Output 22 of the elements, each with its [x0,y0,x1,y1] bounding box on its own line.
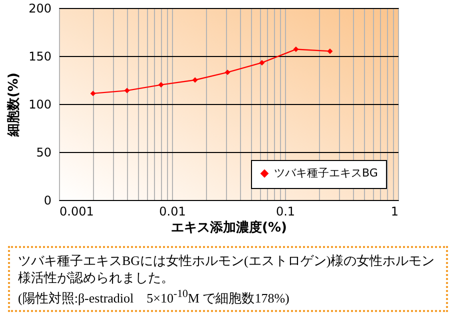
legend-label: ツバキ種子エキスBG [274,166,378,180]
x-tick-label: 0.01 [159,204,186,218]
point [224,70,230,76]
x-tick-label: 1 [390,204,398,218]
y-tick-label: 0 [44,194,52,208]
y-axis-title: 細胞数(%) [6,72,22,138]
point [124,88,130,94]
x-tick-label: 0.1 [276,204,296,218]
point [90,90,96,96]
point [259,60,265,66]
y-tick-label: 150 [28,50,52,64]
point [327,48,333,54]
y-tick-label: 200 [28,2,52,16]
point [158,82,164,88]
y-tick-label: 50 [36,146,52,160]
x-tick-label: 0.001 [60,204,94,218]
x-axis-title: エキス添加濃度(%) [171,220,287,236]
text: (陽性対照:β-estradiol 5×10$^{-10}$M で細胞数178%) [18,287,290,306]
point [192,77,198,83]
point [293,46,299,52]
text: ツバキ種子エキスBGには女性ホルモン(エストロゲン)様の女性ホルモン様活性が認められました。 [18,252,436,286]
y-tick-label: 100 [28,98,52,112]
